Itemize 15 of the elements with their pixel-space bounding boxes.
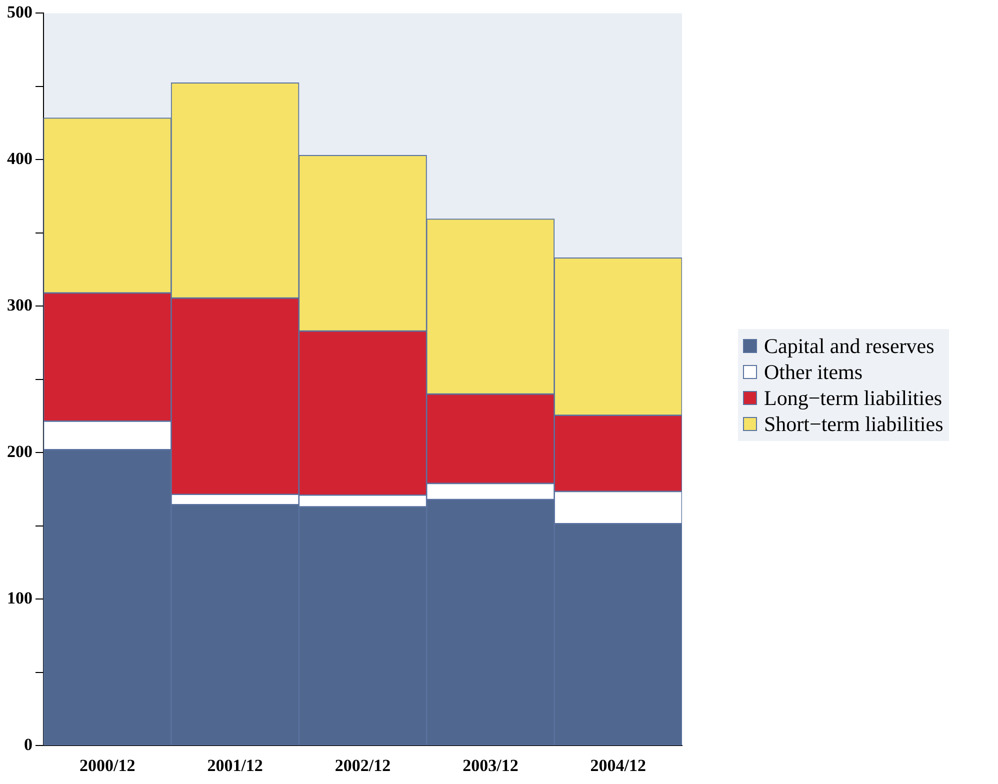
y-tick-label: 100 bbox=[7, 588, 32, 608]
legend-label: Short−term liabilities bbox=[764, 411, 944, 437]
x-tick-label: 2003/12 bbox=[462, 756, 518, 776]
legend-label: Capital and reserves bbox=[764, 333, 934, 359]
x-tick-label: 2002/12 bbox=[334, 756, 391, 776]
y-tick-label: 500 bbox=[7, 2, 32, 22]
y-tick-label: 200 bbox=[7, 442, 32, 462]
x-tick-label: 2001/12 bbox=[207, 756, 263, 776]
y-tick-label: 0 bbox=[24, 734, 32, 754]
x-tick-label: 2004/12 bbox=[590, 756, 646, 776]
x-tick-label: 2000/12 bbox=[79, 756, 136, 776]
legend-label: Long−term liabilities bbox=[764, 385, 942, 411]
y-tick-label: 400 bbox=[7, 149, 32, 168]
y-tick-label: 300 bbox=[7, 296, 32, 315]
legend-label: Other items bbox=[764, 359, 863, 385]
